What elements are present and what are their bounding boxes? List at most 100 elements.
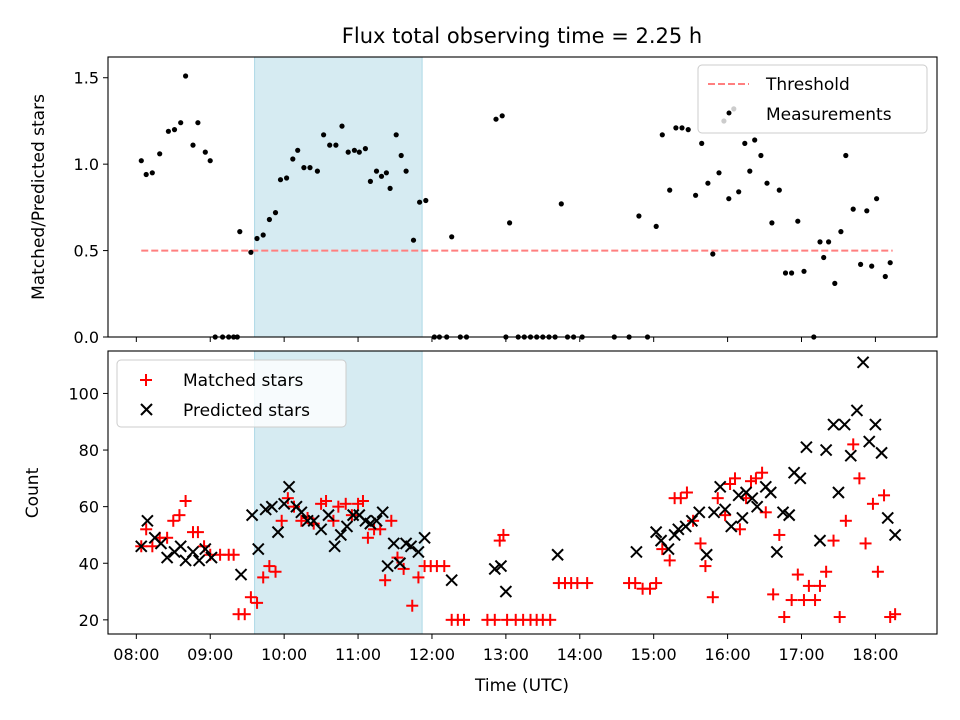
measurement-point — [838, 229, 844, 235]
predicted-star-point — [295, 506, 308, 519]
measurement-point — [795, 218, 801, 224]
measurement-point — [758, 152, 764, 159]
predicted-star-point — [863, 435, 876, 448]
measurement-point — [157, 151, 163, 157]
matched-star-point — [699, 560, 712, 573]
measurement-point — [307, 165, 313, 171]
predicted-star-point — [700, 548, 713, 561]
x-axis-label: Time (UTC) — [474, 676, 569, 696]
legend-measurements-label: Measurements — [766, 105, 892, 125]
measurement-point — [636, 213, 642, 219]
measurement-point — [356, 149, 362, 155]
x-tick-label: 13:00 — [483, 645, 529, 664]
measurement-point — [449, 234, 455, 240]
measurement-point — [345, 149, 351, 155]
x-tick-label: 15:00 — [631, 645, 677, 664]
measurement-point — [417, 199, 423, 205]
predicted-star-point — [328, 540, 341, 553]
measurement-point — [284, 175, 290, 181]
y-tick-label: 0.5 — [74, 242, 99, 261]
predicted-star-point — [713, 480, 727, 494]
measurement-point — [373, 168, 380, 174]
measurement-point — [869, 263, 875, 269]
predicted-star-point — [186, 545, 200, 559]
predicted-star-point — [649, 525, 663, 539]
matched-star-point — [457, 613, 470, 626]
matched-star-point — [797, 594, 810, 607]
bottom-panel: 20 40 60 80 100 08:00 09:00 10:00 11:00 12:00 13:… — [23, 350, 938, 696]
x-tick-label: 16:00 — [705, 645, 751, 664]
measurement-point — [736, 189, 742, 195]
predicted-star-point — [376, 506, 389, 519]
measurement-point — [493, 116, 499, 122]
measurement-point — [165, 128, 171, 134]
matched-star-point — [694, 537, 707, 550]
matched-star-point — [680, 486, 693, 499]
matched-star-point — [167, 514, 180, 527]
predicted-star-point — [850, 404, 864, 417]
matched-star-point — [146, 540, 159, 553]
predicted-star-point — [499, 585, 513, 598]
measurement-point — [874, 196, 880, 202]
measurement-point — [693, 192, 699, 198]
matched-star-point — [263, 560, 276, 573]
measurement-point — [237, 229, 243, 235]
predicted-star-point — [813, 534, 827, 547]
matched-star-point — [406, 599, 419, 612]
predicted-star-point — [314, 523, 328, 536]
matched-star-point — [839, 514, 852, 527]
predicted-star-point — [832, 486, 845, 499]
predicted-star-point — [393, 557, 407, 570]
top-highlight-band — [254, 56, 423, 338]
measurement-point — [653, 223, 659, 229]
matched-star-point — [853, 472, 866, 485]
matched-star-point — [802, 579, 815, 592]
predicted-star-point — [381, 559, 394, 573]
x-tick-label: 18:00 — [852, 645, 898, 664]
top-axes-frame — [107, 56, 938, 338]
predicted-star-point — [888, 528, 902, 542]
bottom-y-axis-label: Count — [23, 467, 43, 518]
predicted-star-point — [881, 511, 894, 525]
matched-star-point — [833, 611, 846, 624]
y-tick-label: 80 — [79, 441, 99, 460]
measurement-point — [260, 232, 266, 238]
measurement-point — [248, 249, 254, 255]
measurement-point — [314, 168, 320, 174]
matched-star-point — [866, 497, 879, 510]
matched-star-point — [244, 591, 257, 604]
predicted-star-point — [205, 551, 218, 564]
measurement-point — [776, 187, 782, 193]
predicted-star-point — [364, 517, 377, 530]
matched-star-point — [361, 531, 374, 544]
predicted-star-point — [282, 480, 296, 494]
measurement-point — [826, 239, 832, 245]
measurement-point — [710, 251, 716, 257]
measurement-point — [301, 165, 307, 171]
matched-star-point — [656, 543, 669, 556]
measurement-point — [143, 171, 149, 178]
matched-star-point — [785, 594, 798, 607]
measurement-point — [321, 132, 327, 138]
measurement-point — [207, 158, 213, 164]
y-tick-label: 1.5 — [74, 69, 99, 88]
legend-measurements-swatch — [726, 110, 732, 116]
predicted-star-point — [693, 506, 706, 519]
predicted-star-point — [718, 503, 732, 516]
measurement-point — [398, 152, 404, 159]
predicted-star-point — [794, 472, 807, 485]
predicted-star-point — [488, 562, 501, 576]
matched-star-point — [227, 548, 240, 561]
predicted-star-point — [551, 548, 564, 561]
predicted-star-point — [141, 514, 154, 528]
matched-star-point — [791, 568, 804, 581]
measurement-point — [190, 142, 196, 148]
bottom-y-ticks: 20 40 60 80 100 — [68, 384, 108, 630]
legend-predicted-swatch — [140, 403, 153, 416]
predicted-star-point — [271, 525, 285, 539]
matched-star-point — [140, 523, 153, 536]
measurement-point — [673, 125, 679, 131]
predicted-star-point — [746, 491, 759, 505]
y-tick-label: 20 — [79, 611, 99, 630]
y-tick-label: 0.0 — [74, 328, 99, 347]
